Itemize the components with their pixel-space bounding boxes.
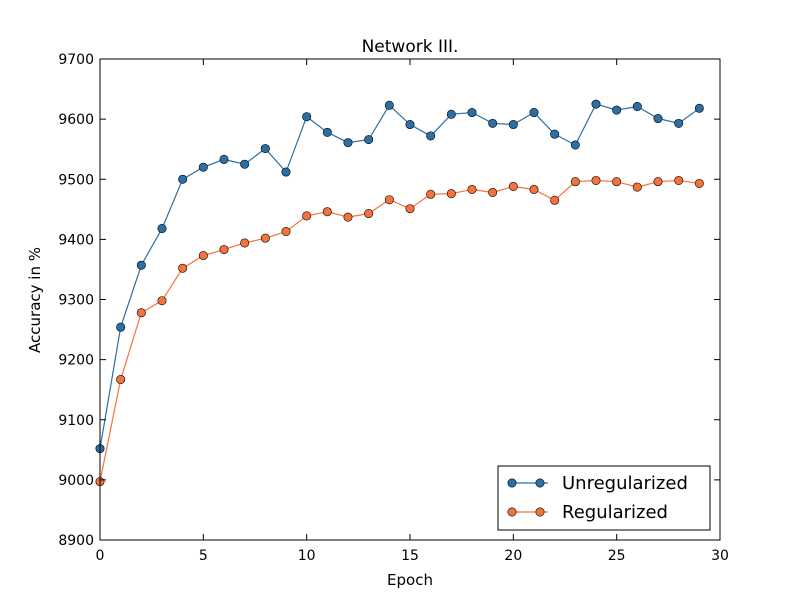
data-point	[364, 135, 374, 145]
data-point	[384, 100, 394, 110]
y-tick-label: 8900	[58, 533, 94, 549]
y-tick-label: 9200	[58, 353, 94, 369]
data-point	[508, 181, 518, 191]
y-axis-label: Accuracy in %	[26, 247, 44, 353]
x-tick-label: 10	[298, 548, 316, 564]
data-point	[405, 120, 415, 130]
data-point	[591, 175, 601, 185]
data-point	[260, 144, 270, 154]
data-point	[529, 184, 539, 194]
y-tick-label: 9000	[58, 473, 94, 489]
data-point	[240, 238, 250, 248]
data-point	[405, 204, 415, 214]
data-point	[426, 189, 436, 199]
data-point	[281, 167, 291, 177]
data-point	[674, 175, 684, 185]
y-tick-label: 9600	[58, 112, 94, 128]
data-point	[240, 159, 250, 169]
data-point	[384, 195, 394, 205]
legend-marker	[507, 507, 517, 517]
data-point	[488, 187, 498, 197]
data-point	[364, 209, 374, 219]
data-point	[550, 129, 560, 139]
data-point	[157, 224, 167, 234]
legend-label: Regularized	[562, 502, 668, 523]
legend-marker	[535, 507, 545, 517]
data-point	[694, 103, 704, 113]
data-point	[219, 245, 229, 255]
series-unregularized	[95, 99, 704, 454]
x-tick-label: 5	[199, 548, 208, 564]
y-tick-label: 9700	[58, 52, 94, 68]
x-tick-label: 0	[96, 548, 105, 564]
data-point	[219, 154, 229, 164]
data-point	[674, 118, 684, 128]
legend-box	[497, 465, 711, 531]
data-point	[612, 105, 622, 115]
legend-marker	[535, 478, 545, 488]
data-point	[653, 177, 663, 187]
x-tick-label: 25	[608, 548, 626, 564]
data-point	[446, 189, 456, 199]
data-point	[488, 118, 498, 128]
data-point	[632, 102, 642, 112]
data-point	[260, 233, 270, 243]
legend: Unregularized Regularized	[497, 465, 711, 531]
data-point	[178, 174, 188, 184]
data-point	[136, 260, 146, 270]
series-line	[99, 103, 700, 449]
data-point	[467, 108, 477, 118]
data-point	[343, 212, 353, 222]
data-point	[116, 322, 126, 332]
data-point	[322, 127, 332, 137]
data-point	[570, 140, 580, 150]
data-point	[591, 99, 601, 109]
x-axis-label: Epoch	[387, 571, 433, 589]
data-point	[116, 374, 126, 384]
data-point	[550, 195, 560, 205]
data-point	[529, 108, 539, 118]
data-point	[178, 263, 188, 273]
y-tick-label: 9500	[58, 172, 94, 188]
data-point	[508, 120, 518, 130]
legend-label: Unregularized	[562, 473, 688, 494]
data-point	[198, 162, 208, 172]
data-point	[302, 112, 312, 122]
y-tick-label: 9100	[58, 413, 94, 429]
x-tick-label: 15	[401, 548, 419, 564]
x-tick-label: 30	[711, 548, 729, 564]
y-tick-label: 9300	[58, 293, 94, 309]
series-regularized	[95, 175, 704, 487]
data-point	[343, 138, 353, 148]
data-point	[694, 178, 704, 188]
data-point	[446, 109, 456, 119]
x-tick-label: 20	[504, 548, 522, 564]
data-point	[612, 177, 622, 187]
data-point	[322, 207, 332, 217]
data-point	[198, 251, 208, 261]
data-point	[653, 114, 663, 124]
chart-title: Network III.	[362, 37, 459, 57]
y-tick-label: 9400	[58, 232, 94, 248]
plot-area: 0 5 10 15 20 25 30 8900 9000 9100 9200 9300 9400 9500…	[58, 52, 729, 564]
legend-marker	[507, 478, 517, 488]
data-point	[281, 227, 291, 237]
data-point	[136, 308, 146, 318]
data-point	[157, 296, 167, 306]
series-line	[99, 179, 700, 482]
data-point	[426, 131, 436, 141]
data-point	[467, 184, 477, 194]
data-point	[302, 211, 312, 221]
data-point	[632, 182, 642, 192]
data-point	[570, 177, 580, 187]
